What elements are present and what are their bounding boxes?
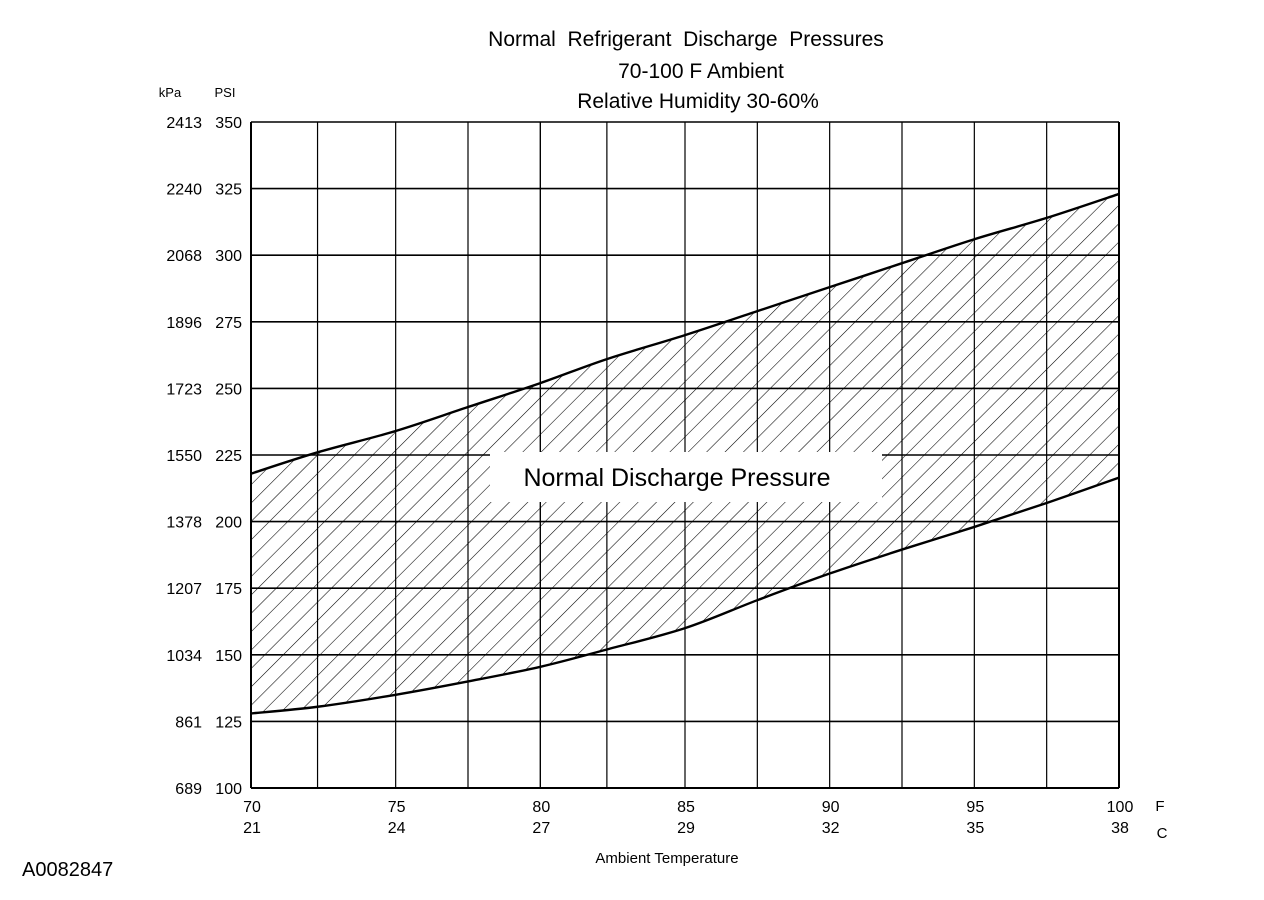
figure-id-label: A0082847 bbox=[22, 859, 113, 881]
y-tick-psi: 225 bbox=[215, 448, 242, 465]
x-tick-labels-celsius: 21 24 27 29 32 35 38 bbox=[243, 820, 1129, 837]
y-tick-kpa: 1723 bbox=[166, 381, 202, 398]
x-tick-c: 38 bbox=[1111, 820, 1129, 837]
y-tick-labels-kpa: 689 861 1034 1207 1378 1550 1723 1896 2068 2240 24… bbox=[166, 115, 202, 798]
x-tick-c: 29 bbox=[677, 820, 695, 837]
y-tick-kpa: 2068 bbox=[166, 248, 202, 265]
psi-unit-label: PSI bbox=[215, 85, 236, 100]
celsius-unit-label: C bbox=[1157, 825, 1168, 842]
x-tick-c: 21 bbox=[243, 820, 261, 837]
x-tick-c: 32 bbox=[822, 820, 840, 837]
chart-title: Normal Refrigerant Discharge Pressures 7… bbox=[488, 28, 884, 113]
y-tick-psi: 175 bbox=[215, 581, 242, 598]
lower-limit-line bbox=[250, 476, 1120, 715]
title-line-1: Normal Refrigerant Discharge Pressures bbox=[488, 28, 884, 51]
y-tick-kpa: 2240 bbox=[166, 182, 202, 199]
x-axis-label: Ambient Temperature bbox=[595, 850, 738, 867]
y-tick-kpa: 2413 bbox=[166, 115, 202, 132]
upper-limit-line bbox=[250, 192, 1120, 475]
band-label-background bbox=[490, 452, 882, 502]
x-tick-f: 100 bbox=[1107, 799, 1134, 816]
x-tick-labels-fahrenheit: 70 75 80 85 90 95 100 bbox=[243, 799, 1133, 816]
y-tick-kpa: 1378 bbox=[166, 515, 202, 532]
y-tick-psi: 275 bbox=[215, 315, 242, 332]
y-tick-kpa: 689 bbox=[175, 781, 202, 798]
y-tick-psi: 325 bbox=[215, 182, 242, 199]
y-tick-kpa: 1896 bbox=[166, 315, 202, 332]
y-tick-psi: 300 bbox=[215, 248, 242, 265]
y-tick-psi: 200 bbox=[215, 515, 242, 532]
x-tick-c: 27 bbox=[532, 820, 550, 837]
x-tick-c: 35 bbox=[966, 820, 984, 837]
y-tick-kpa: 1034 bbox=[166, 648, 202, 665]
y-tick-kpa: 1550 bbox=[166, 448, 202, 465]
y-tick-labels-psi: 100 125 150 175 200 225 250 275 300 325 350 bbox=[215, 115, 242, 798]
y-tick-psi: 250 bbox=[215, 381, 242, 398]
y-tick-psi: 100 bbox=[215, 781, 242, 798]
title-line-2: 70-100 F Ambient bbox=[618, 60, 784, 83]
x-tick-c: 24 bbox=[388, 820, 406, 837]
fahrenheit-unit-label: F bbox=[1155, 798, 1164, 815]
x-tick-f: 70 bbox=[243, 799, 261, 816]
x-tick-f: 95 bbox=[966, 799, 984, 816]
y-tick-psi: 150 bbox=[215, 648, 242, 665]
y-tick-psi: 350 bbox=[215, 115, 242, 132]
x-tick-f: 90 bbox=[822, 799, 840, 816]
y-tick-kpa: 861 bbox=[175, 714, 202, 731]
band-label: Normal Discharge Pressure bbox=[523, 464, 830, 492]
title-line-3: Relative Humidity 30-60% bbox=[577, 90, 819, 113]
x-tick-f: 75 bbox=[388, 799, 406, 816]
kpa-unit-label: kPa bbox=[159, 85, 182, 100]
y-tick-kpa: 1207 bbox=[166, 581, 202, 598]
x-tick-f: 80 bbox=[532, 799, 550, 816]
y-tick-psi: 125 bbox=[215, 714, 242, 731]
x-tick-f: 85 bbox=[677, 799, 695, 816]
